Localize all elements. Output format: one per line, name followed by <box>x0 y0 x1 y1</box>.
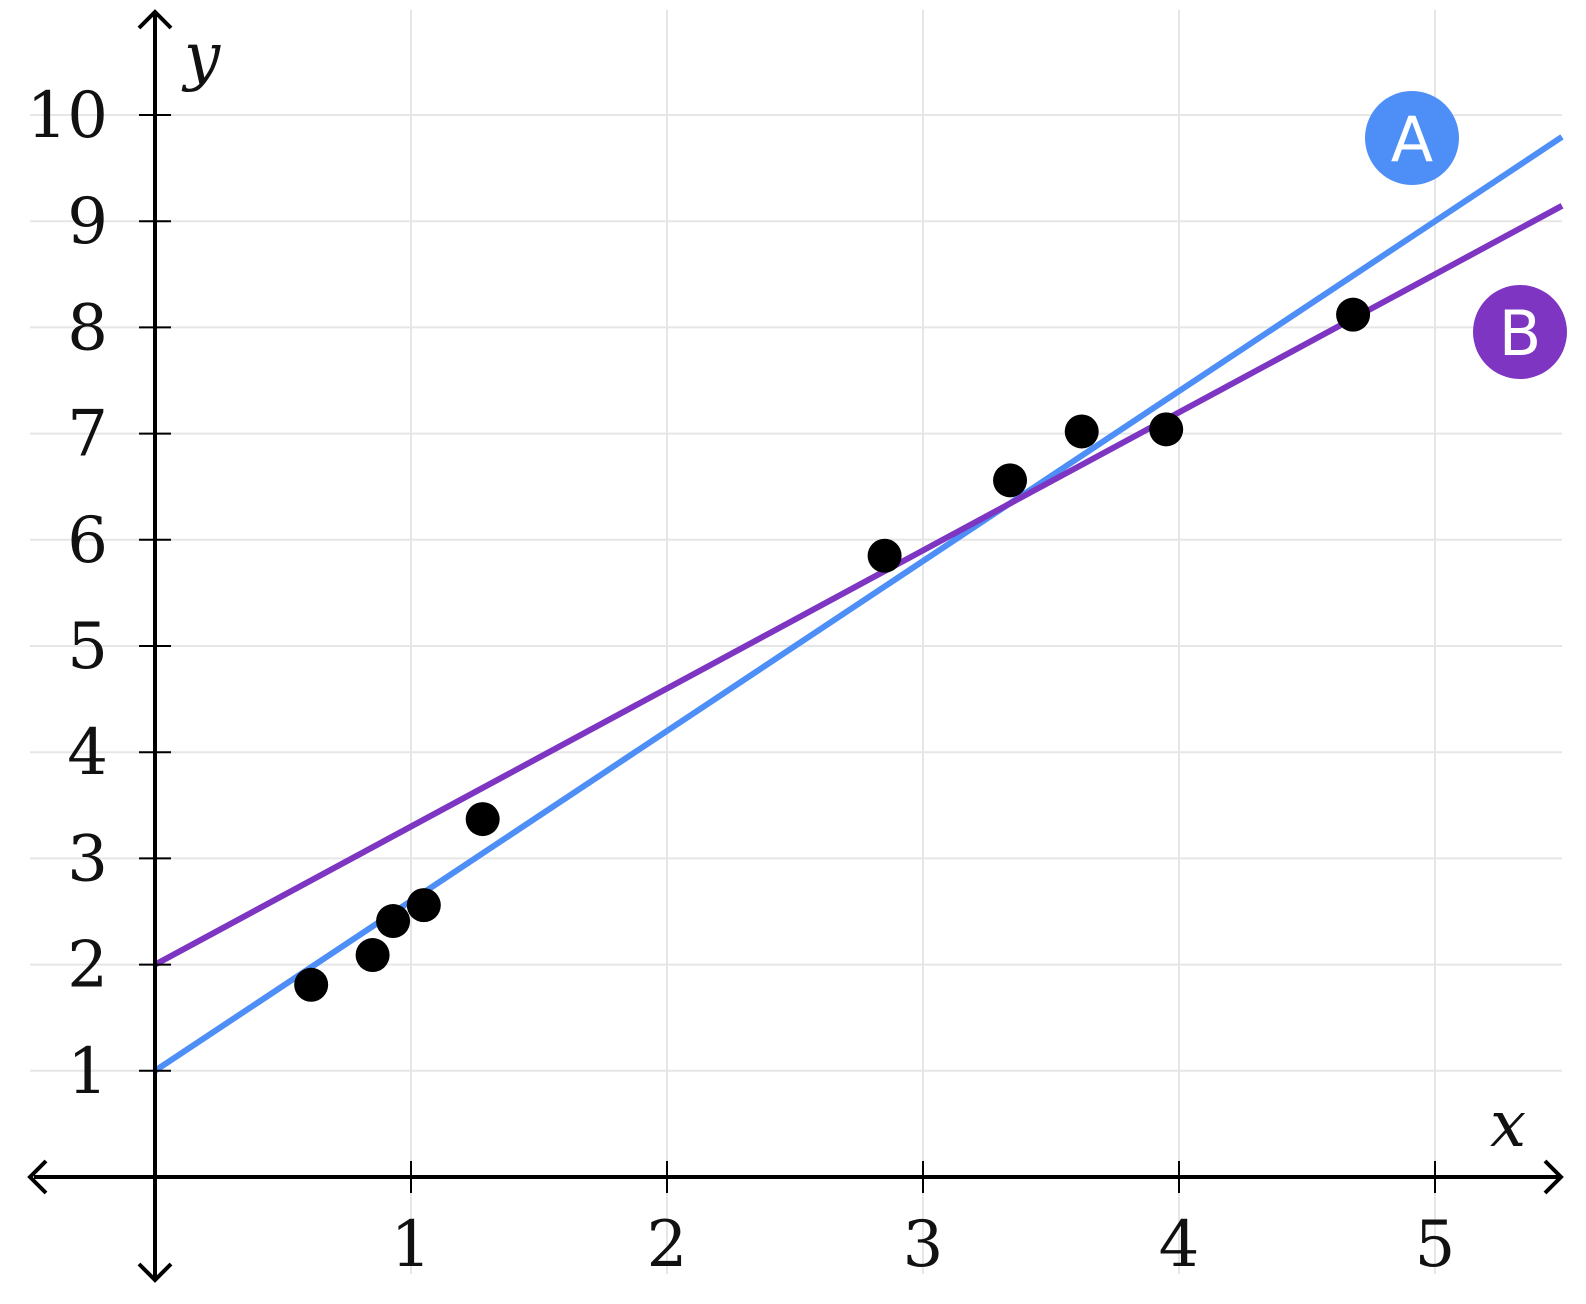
badge-circle <box>1365 91 1459 185</box>
line-b-badge: B <box>1473 285 1567 379</box>
y-axis-title: y <box>181 20 221 94</box>
x-axis-arrow-right <box>1543 1159 1564 1195</box>
x-tick-label: 3 <box>903 1208 944 1282</box>
y-tick-label: 6 <box>67 504 108 578</box>
y-tick-label: 1 <box>67 1035 108 1109</box>
y-tick-label: 4 <box>67 716 108 790</box>
grid <box>30 10 1562 1274</box>
data-point <box>355 938 390 973</box>
data-point <box>406 888 441 923</box>
y-tick-label: 8 <box>67 291 108 365</box>
x-tick-label: 5 <box>1415 1208 1456 1282</box>
data-point <box>993 463 1028 498</box>
badge-label: B <box>1499 297 1542 370</box>
x-axis-title: x <box>1490 1088 1526 1162</box>
badge-label: A <box>1391 103 1433 176</box>
line-a <box>153 134 1564 1074</box>
data-points <box>294 297 1371 1002</box>
badge-circle <box>1473 285 1567 379</box>
data-point <box>1064 414 1099 449</box>
y-tick-label: 3 <box>67 822 108 896</box>
line-b <box>153 203 1564 968</box>
y-tick-label: 2 <box>67 929 108 1003</box>
y-tick-label: 7 <box>67 398 108 472</box>
fit-lines <box>153 134 1564 1074</box>
y-axis-arrow-down <box>137 1262 173 1283</box>
data-point <box>376 904 411 939</box>
data-point <box>294 967 329 1002</box>
line-a-badge: A <box>1365 91 1459 185</box>
y-tick-label: 5 <box>67 610 108 684</box>
x-tick-label: 2 <box>647 1208 688 1282</box>
data-point <box>465 802 500 837</box>
x-tick-label: 1 <box>391 1208 432 1282</box>
data-point <box>1336 297 1371 332</box>
x-axis-arrow-left <box>27 1159 48 1195</box>
line-labels: AB <box>1365 91 1567 379</box>
data-point <box>867 538 902 573</box>
ticks: 1 2 3 4 5 1 2 3 4 5 6 7 8 9 10 <box>27 79 1456 1282</box>
y-tick-label: 10 <box>27 79 108 153</box>
y-tick-label: 9 <box>67 185 108 259</box>
x-tick-label: 4 <box>1159 1208 1200 1282</box>
y-axis-arrow-up <box>137 9 173 30</box>
data-point <box>1149 412 1184 447</box>
